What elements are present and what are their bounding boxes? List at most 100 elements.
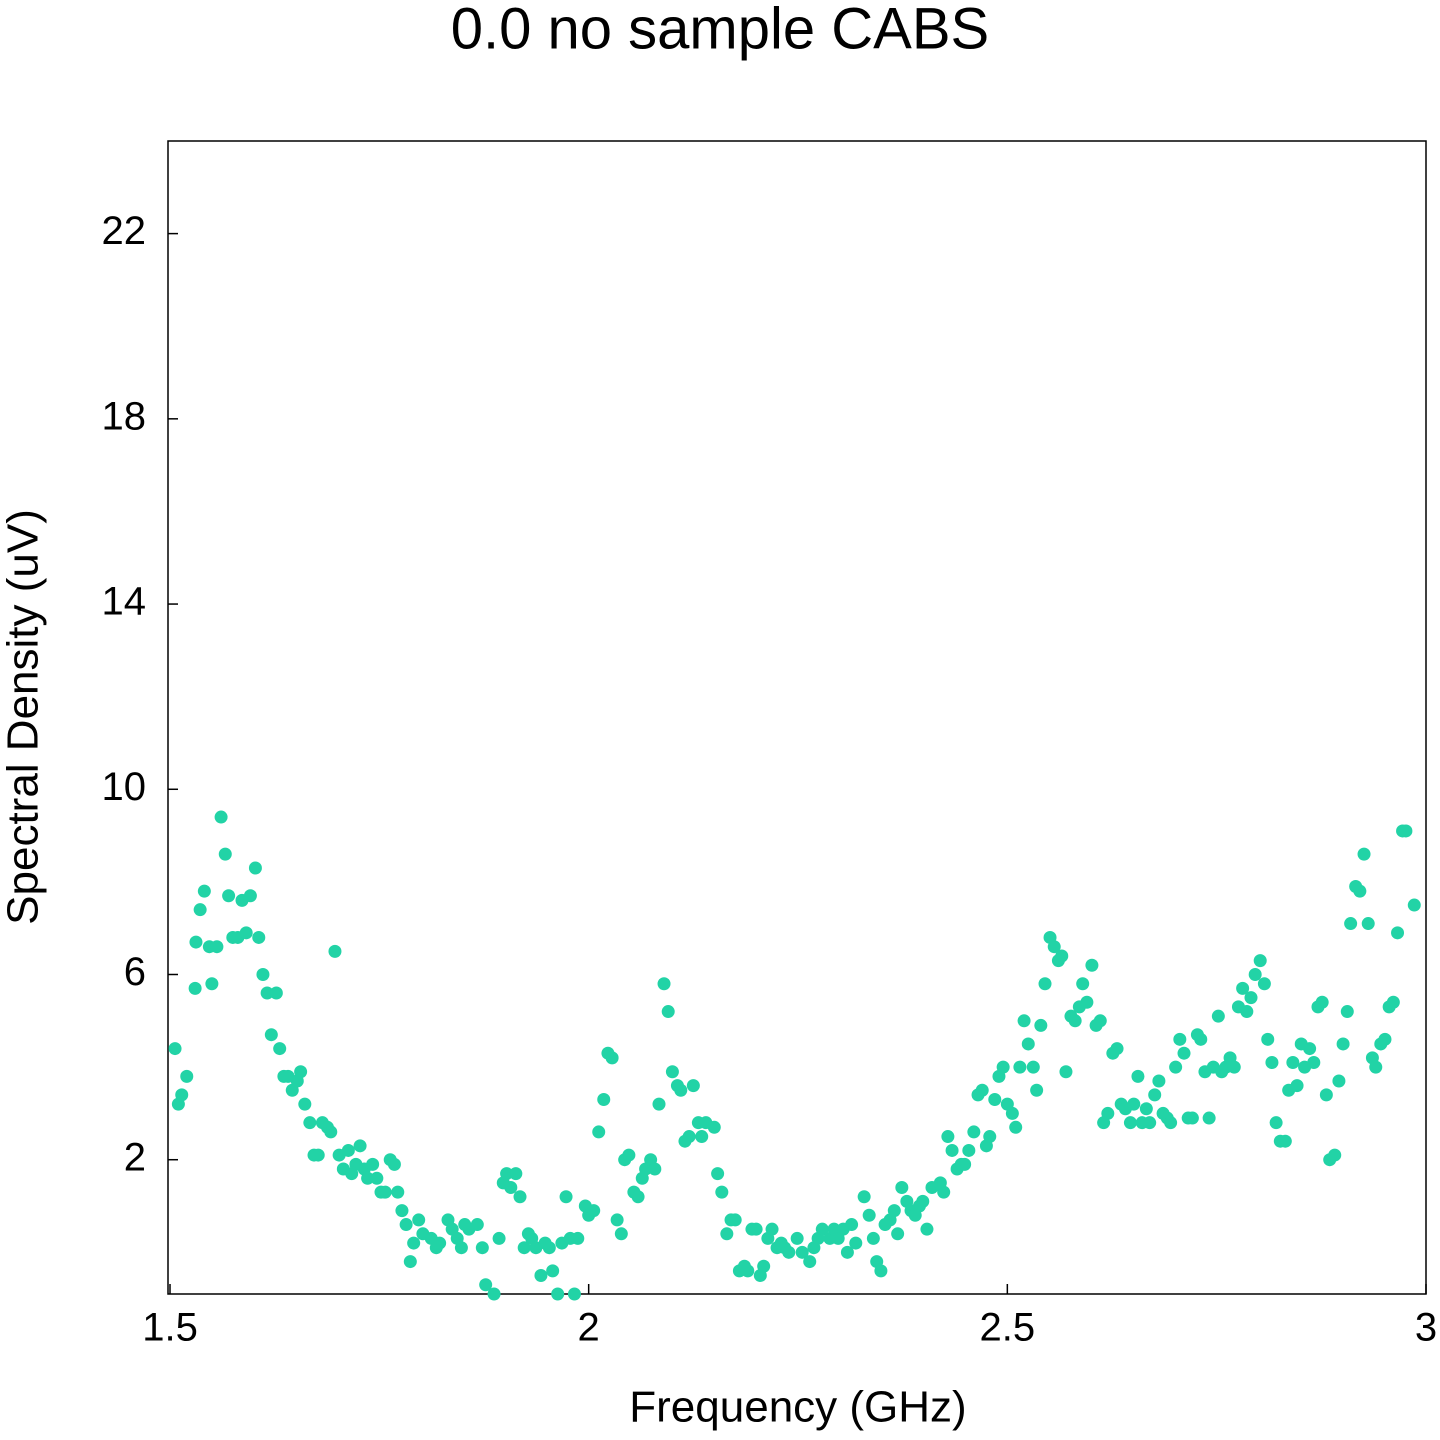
data-point [845,1218,859,1232]
data-point [1093,1014,1107,1028]
data-point [269,986,283,1000]
data-point [1357,847,1371,861]
data-point [815,1222,829,1236]
data-point [243,889,257,903]
data-point [937,1185,951,1199]
chart-title: 0.0 no sample CABS [451,0,989,61]
data-point [996,1060,1010,1074]
data-point [1336,1037,1350,1051]
data-point [403,1255,417,1269]
data-point [353,1139,367,1153]
data-point [1407,898,1421,912]
data-point [1017,1014,1031,1028]
data-point [1319,1088,1333,1102]
data-point [857,1190,871,1204]
data-point [1369,1060,1383,1074]
data-point [504,1180,518,1194]
data-point [695,1130,709,1144]
data-point [1185,1111,1199,1125]
data-point [433,1236,447,1250]
data-point [1386,995,1400,1009]
data-point [197,884,211,898]
y-tick-label: 22 [102,209,147,253]
data-point [252,930,266,944]
data-point [387,1157,401,1171]
data-point [559,1190,573,1204]
data-point [1059,1065,1073,1079]
data-point [1009,1120,1023,1134]
data-point [1152,1074,1166,1088]
x-tick-label: 2 [578,1306,600,1350]
data-point [303,1116,317,1130]
data-point [407,1236,421,1250]
data-point [1194,1032,1208,1046]
data-point [587,1204,601,1218]
data-point [175,1088,189,1102]
data-point [1278,1134,1292,1148]
data-point [652,1097,666,1111]
data-point [470,1218,484,1232]
data-point [1068,1014,1082,1028]
data-point [1085,958,1099,972]
data-point [311,1148,325,1162]
data-point [1169,1060,1183,1074]
data-point [605,1051,619,1065]
data-point [1269,1116,1283,1130]
data-point [210,940,224,954]
data-point [454,1241,468,1255]
data-point [874,1264,888,1278]
y-tick-label: 18 [102,394,147,438]
data-point [803,1255,817,1269]
data-point [707,1120,721,1134]
data-point [391,1185,405,1199]
data-point [1139,1102,1153,1116]
data-point [1076,977,1090,991]
data-point [260,986,274,1000]
y-tick-label: 2 [124,1135,146,1179]
data-point [534,1268,548,1282]
data-point [849,1236,863,1250]
data-point [916,1194,930,1208]
data-point [614,1227,628,1241]
data-point [720,1227,734,1241]
data-point [1307,1055,1321,1069]
data-point [361,1171,375,1185]
data-point [1080,995,1094,1009]
data-point [757,1259,771,1273]
data-point [866,1231,880,1245]
data-point [412,1213,426,1227]
data-point [728,1213,742,1227]
data-point [967,1125,981,1139]
data-point [711,1167,725,1181]
data-point [1101,1106,1115,1120]
data-point [1240,1005,1254,1019]
data-point [1038,977,1052,991]
data-point [222,889,236,903]
data-point [193,903,207,917]
x-tick-label: 3 [1415,1306,1437,1350]
data-point [920,1222,934,1236]
data-point [895,1180,909,1194]
data-point [1021,1037,1035,1051]
data-point [686,1079,700,1093]
data-point [1248,967,1262,981]
data-point [1261,1032,1275,1046]
data-point [294,1065,308,1079]
data-point [1034,1018,1048,1032]
data-point [1026,1060,1040,1074]
data-point [475,1241,489,1255]
data-point [214,810,228,824]
data-point [513,1190,527,1204]
data-point [610,1213,624,1227]
data-point [218,847,232,861]
data-point [1164,1116,1178,1130]
data-point [509,1167,523,1181]
data-point [1123,1116,1137,1130]
data-point [665,1065,679,1079]
x-axis-label: Frequency (GHz) [629,1383,966,1432]
y-tick-label: 10 [102,765,147,809]
data-point [1361,917,1375,931]
data-point [1378,1032,1392,1046]
data-point [1131,1069,1145,1083]
